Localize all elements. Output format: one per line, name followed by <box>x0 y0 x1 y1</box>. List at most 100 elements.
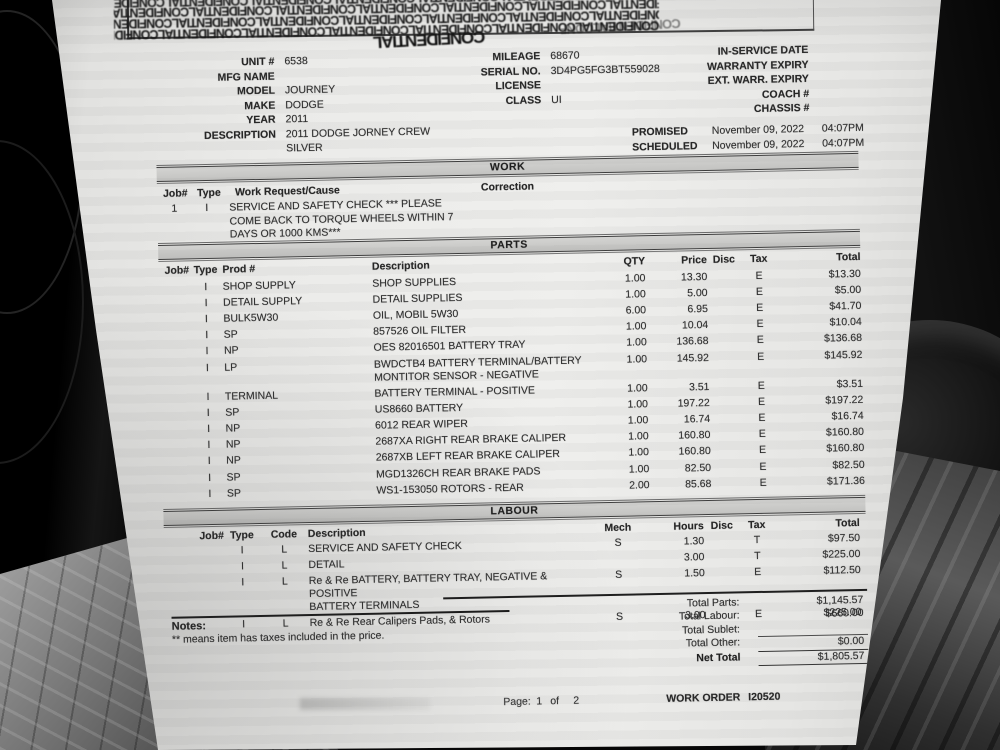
parts-section: PARTS Job# Type Prod # Description QTY P… <box>158 228 865 503</box>
field-value: 2011 <box>285 112 309 126</box>
parts-cell-total: $16.74 <box>831 409 864 423</box>
labour-header-mech: Mech <box>604 521 632 535</box>
vehicle-info-left: UNIT # 6538 MFG NAME MODEL JOURNEY MAKE … <box>162 52 430 159</box>
parts-cell-qty: 1.00 <box>626 352 648 366</box>
labour-cell-total: $225.00 <box>822 548 861 562</box>
field-value: DODGE <box>285 98 324 111</box>
work-header-type: Type <box>196 186 221 200</box>
parts-cell-price: 160.80 <box>678 445 711 459</box>
labour-header-total: Total <box>835 516 860 530</box>
parts-cell-disc <box>710 412 744 426</box>
parts-cell-disc <box>707 286 741 300</box>
parts-cell-disc <box>708 302 742 316</box>
parts-cell-type: I <box>204 296 208 309</box>
labour-cell-hours: 1.30 <box>683 535 705 548</box>
labour-cell-job <box>164 545 224 559</box>
parts-cell-disc <box>710 396 744 410</box>
parts-cell-price: 10.04 <box>681 319 709 332</box>
field-value: 2011 DODGE JORNEY CREW SILVER <box>285 125 431 155</box>
labour-cell-code: L <box>281 559 288 572</box>
field-row: DESCRIPTION 2011 DODGE JORNEY CREW SILVE… <box>164 124 431 158</box>
work-header-job: Job# <box>162 187 188 200</box>
field-label: DESCRIPTION <box>203 128 276 142</box>
parts-cell-total: $41.70 <box>829 299 862 313</box>
parts-header-job: Job# <box>164 264 190 277</box>
parts-cell-qty: 2.00 <box>629 479 650 492</box>
parts-cell-qty: 1.00 <box>627 381 648 395</box>
field-value <box>809 71 861 87</box>
work-order-document: UNIT # 6538 MFG NAME MODEL JOURNEY MAKE … <box>146 33 878 737</box>
parts-cell-type: I <box>208 487 212 500</box>
parts-cell-price: 85.68 <box>685 477 712 491</box>
labour-cell-disc <box>704 551 740 565</box>
parts-cell-prod: NP <box>225 422 241 435</box>
field-value: JOURNEY <box>284 83 336 97</box>
parts-cell-tax: E <box>759 476 767 489</box>
labour-header-job: Job# <box>199 529 225 543</box>
parts-cell-type: I <box>206 390 210 403</box>
work-header-cause: Work Request/Cause <box>234 184 340 199</box>
parts-cell-price: 82.50 <box>684 461 712 475</box>
parts-cell-type: I <box>207 439 211 452</box>
parts-cell-prod: NP <box>223 344 239 358</box>
parts-header-qty: QTY <box>623 255 646 268</box>
parts-cell-price: 5.00 <box>687 286 708 300</box>
parts-cell-disc <box>707 270 741 284</box>
parts-cell-price: 16.74 <box>683 413 711 426</box>
parts-cell-prod: BULK5W30 <box>223 311 279 325</box>
parts-cell-prod: NP <box>226 454 241 468</box>
parts-cell-tax: E <box>758 411 766 425</box>
parts-cell-job <box>160 330 190 344</box>
parts-cell-qty: 1.00 <box>625 288 646 301</box>
parts-cell-price: 145.92 <box>676 351 709 365</box>
labour-cell-tax: T <box>753 534 761 547</box>
page-current: 1 <box>536 695 543 708</box>
parts-cell-total: $5.00 <box>834 283 862 297</box>
parts-cell-qty: 1.00 <box>625 320 647 333</box>
parts-cell-total: $136.68 <box>823 332 863 345</box>
parts-cell-prod: LP <box>224 360 238 374</box>
work-section: WORK Job# Type Work Request/Cause Correc… <box>156 150 859 244</box>
page-footer: Page: 1 of 2 WORK ORDER I20520 <box>159 689 877 719</box>
parts-cell-disc <box>708 318 742 332</box>
parts-cell-job <box>160 346 190 360</box>
parts-cell-type: I <box>205 361 209 374</box>
field-label: CHASSIS # <box>753 101 810 116</box>
parts-cell-tax: E <box>757 350 765 363</box>
scheduled-time: 04:07PM <box>822 136 865 150</box>
scheduled-label: SCHEDULED <box>632 140 698 154</box>
parts-header-total: Total <box>836 250 861 264</box>
parts-cell-price: 6.95 <box>687 302 709 316</box>
ink-smear <box>300 698 430 710</box>
labour-cell-type: I <box>240 560 245 573</box>
parts-cell-total: $160.80 <box>825 426 865 439</box>
labour-header-disc: Disc <box>710 519 734 532</box>
labour-cell-code: L <box>281 575 288 588</box>
schedule-block: PROMISED November 09, 2022 04:07PM SCHED… <box>632 121 865 156</box>
parts-cell-tax: E <box>756 334 765 347</box>
parts-cell-disc <box>711 477 745 491</box>
parts-cell-tax: E <box>758 428 766 441</box>
parts-cell-job <box>162 423 192 437</box>
parts-cell-tax: E <box>755 269 763 282</box>
labour-cell-code: L <box>281 543 288 556</box>
parts-cell-type: I <box>207 455 211 468</box>
parts-cell-disc <box>709 351 743 378</box>
parts-cell-desc: WS1-153050 ROTORS - REAR <box>376 481 524 497</box>
parts-cell-prod: SP <box>226 471 241 484</box>
parts-cell-job <box>163 472 193 486</box>
parts-cell-total: $145.92 <box>824 348 863 362</box>
parts-cell-price: 160.80 <box>678 429 711 442</box>
parts-cell-price: 136.68 <box>676 335 709 348</box>
labour-header-tax: Tax <box>747 518 766 532</box>
labour-cell-hours: 3.00 <box>683 551 705 564</box>
page-total: 2 <box>573 694 580 707</box>
parts-cell-job <box>161 407 191 421</box>
work-cell-type: I <box>205 201 209 215</box>
parts-cell-total: $3.51 <box>836 377 864 391</box>
labour-cell-type: I <box>240 544 244 557</box>
parts-cell-tax: E <box>755 285 764 298</box>
total-value: $1,805.57 <box>758 648 869 667</box>
